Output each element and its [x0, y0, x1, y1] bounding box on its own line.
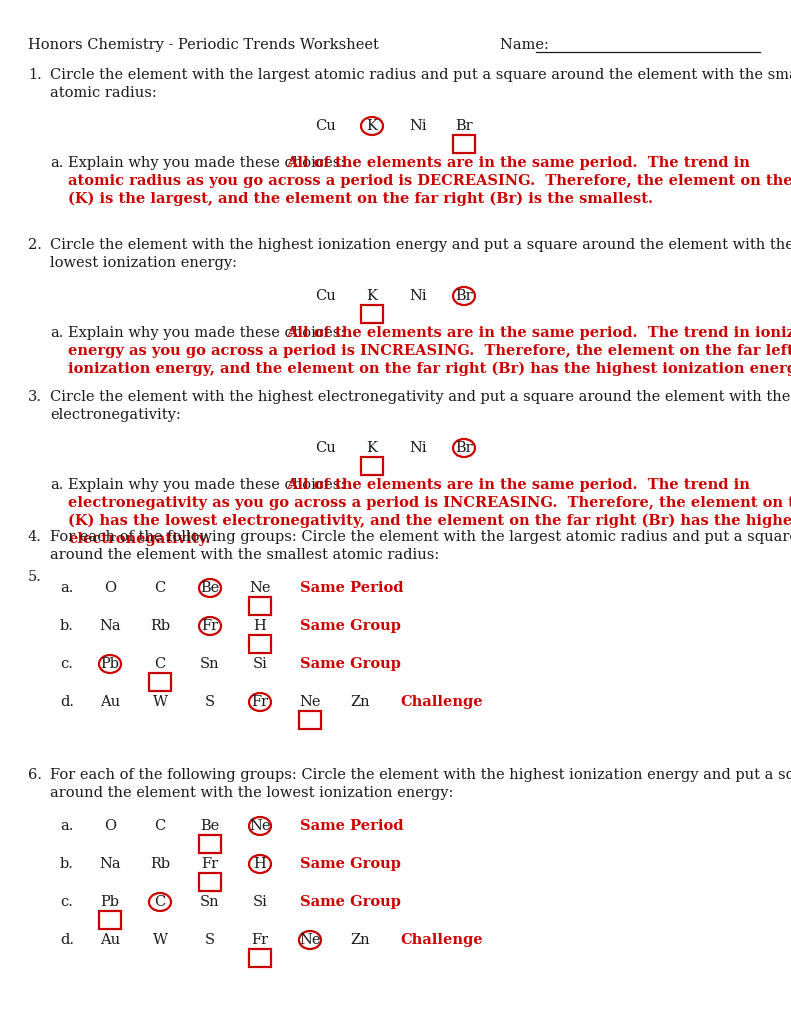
Text: electronegativity.: electronegativity.	[68, 532, 210, 546]
Text: Br: Br	[455, 119, 473, 133]
Text: c.: c.	[60, 895, 73, 909]
Text: K: K	[366, 119, 377, 133]
Text: Ne: Ne	[249, 819, 271, 833]
Text: b.: b.	[60, 618, 74, 633]
Text: Same Group: Same Group	[300, 895, 401, 909]
Text: Ni: Ni	[409, 441, 427, 455]
Text: Fr: Fr	[252, 933, 269, 947]
Text: Au: Au	[100, 695, 120, 709]
Text: Na: Na	[99, 618, 121, 633]
Text: Zn: Zn	[350, 695, 370, 709]
Text: b.: b.	[60, 857, 74, 871]
Text: Rb: Rb	[150, 857, 170, 871]
Text: 5.: 5.	[28, 570, 42, 584]
Text: d.: d.	[60, 695, 74, 709]
Text: Same Group: Same Group	[300, 857, 401, 871]
Text: All of the elements are in the same period.  The trend in ionization: All of the elements are in the same peri…	[286, 326, 791, 340]
Text: S: S	[205, 695, 215, 709]
Text: atomic radius:: atomic radius:	[50, 86, 157, 100]
Text: For each of the following groups: Circle the element with the highest ionization: For each of the following groups: Circle…	[50, 768, 791, 782]
Text: 4.: 4.	[28, 530, 42, 544]
Text: energy as you go across a period is INCREASING.  Therefore, the element on the f: energy as you go across a period is INCR…	[68, 344, 791, 358]
Text: electronegativity as you go across a period is INCREASING.  Therefore, the eleme: electronegativity as you go across a per…	[68, 496, 791, 510]
Text: C: C	[154, 819, 165, 833]
Text: 6.: 6.	[28, 768, 42, 782]
Text: Challenge: Challenge	[400, 933, 483, 947]
Text: Fr: Fr	[202, 857, 218, 871]
Text: Same Group: Same Group	[300, 657, 401, 671]
Text: C: C	[154, 895, 165, 909]
Text: All of the elements are in the same period.  The trend in: All of the elements are in the same peri…	[286, 478, 750, 492]
Text: Br: Br	[455, 289, 473, 303]
Text: 2.: 2.	[28, 238, 42, 252]
Text: Be: Be	[200, 819, 220, 833]
Text: Ni: Ni	[409, 119, 427, 133]
Text: Same Period: Same Period	[300, 581, 403, 595]
Text: Honors Chemistry - Periodic Trends Worksheet: Honors Chemistry - Periodic Trends Works…	[28, 38, 379, 52]
Text: Circle the element with the highest electronegativity and put a square around th: Circle the element with the highest elec…	[50, 390, 791, 404]
Text: For each of the following groups: Circle the element with the largest atomic rad: For each of the following groups: Circle…	[50, 530, 791, 544]
Text: Explain why you made these choices:: Explain why you made these choices:	[68, 326, 350, 340]
Text: a.: a.	[50, 326, 63, 340]
Text: C: C	[154, 581, 165, 595]
Text: 1.: 1.	[28, 68, 42, 82]
Text: Fr: Fr	[252, 695, 269, 709]
Text: Br: Br	[455, 441, 473, 455]
Text: Cu: Cu	[316, 289, 336, 303]
Text: Si: Si	[252, 657, 267, 671]
Text: lowest ionization energy:: lowest ionization energy:	[50, 256, 237, 270]
Text: around the element with the lowest ionization energy:: around the element with the lowest ioniz…	[50, 786, 453, 800]
Text: S: S	[205, 933, 215, 947]
Text: Explain why you made these choices:: Explain why you made these choices:	[68, 478, 350, 492]
Text: Pb: Pb	[100, 895, 119, 909]
Text: Fr: Fr	[202, 618, 218, 633]
Text: C: C	[154, 657, 165, 671]
Text: Rb: Rb	[150, 618, 170, 633]
Text: a.: a.	[60, 581, 74, 595]
Text: Ne: Ne	[249, 581, 271, 595]
Text: All of the elements are in the same period.  The trend in: All of the elements are in the same peri…	[286, 156, 750, 170]
Text: W: W	[153, 933, 168, 947]
Text: d.: d.	[60, 933, 74, 947]
Text: Sn: Sn	[200, 657, 220, 671]
Text: H: H	[254, 857, 267, 871]
Text: Same Group: Same Group	[300, 618, 401, 633]
Text: Na: Na	[99, 857, 121, 871]
Text: Cu: Cu	[316, 119, 336, 133]
Text: Au: Au	[100, 933, 120, 947]
Text: Si: Si	[252, 895, 267, 909]
Text: Ne: Ne	[299, 695, 320, 709]
Text: a.: a.	[60, 819, 74, 833]
Text: Circle the element with the highest ionization energy and put a square around th: Circle the element with the highest ioni…	[50, 238, 791, 252]
Text: H: H	[254, 618, 267, 633]
Text: Same Period: Same Period	[300, 819, 403, 833]
Text: c.: c.	[60, 657, 73, 671]
Text: atomic radius as you go across a period is DECREASING.  Therefore, the element o: atomic radius as you go across a period …	[68, 174, 791, 188]
Text: (K) is the largest, and the element on the far right (Br) is the smallest.: (K) is the largest, and the element on t…	[68, 193, 653, 207]
Text: around the element with the smallest atomic radius:: around the element with the smallest ato…	[50, 548, 439, 562]
Text: Ne: Ne	[299, 933, 320, 947]
Text: (K) has the lowest electronegativity, and the element on the far right (Br) has : (K) has the lowest electronegativity, an…	[68, 514, 791, 528]
Text: Circle the element with the largest atomic radius and put a square around the el: Circle the element with the largest atom…	[50, 68, 791, 82]
Text: Cu: Cu	[316, 441, 336, 455]
Text: ionization energy, and the element on the far right (Br) has the highest ionizat: ionization energy, and the element on th…	[68, 362, 791, 377]
Text: O: O	[104, 819, 116, 833]
Text: Name:: Name:	[500, 38, 554, 52]
Text: Challenge: Challenge	[400, 695, 483, 709]
Text: Zn: Zn	[350, 933, 370, 947]
Text: K: K	[366, 441, 377, 455]
Text: W: W	[153, 695, 168, 709]
Text: Explain why you made these choices:: Explain why you made these choices:	[68, 156, 350, 170]
Text: Sn: Sn	[200, 895, 220, 909]
Text: O: O	[104, 581, 116, 595]
Text: K: K	[366, 289, 377, 303]
Text: Ni: Ni	[409, 289, 427, 303]
Text: Pb: Pb	[100, 657, 119, 671]
Text: 3.: 3.	[28, 390, 42, 404]
Text: a.: a.	[50, 478, 63, 492]
Text: a.: a.	[50, 156, 63, 170]
Text: Be: Be	[200, 581, 220, 595]
Text: electronegativity:: electronegativity:	[50, 408, 181, 422]
